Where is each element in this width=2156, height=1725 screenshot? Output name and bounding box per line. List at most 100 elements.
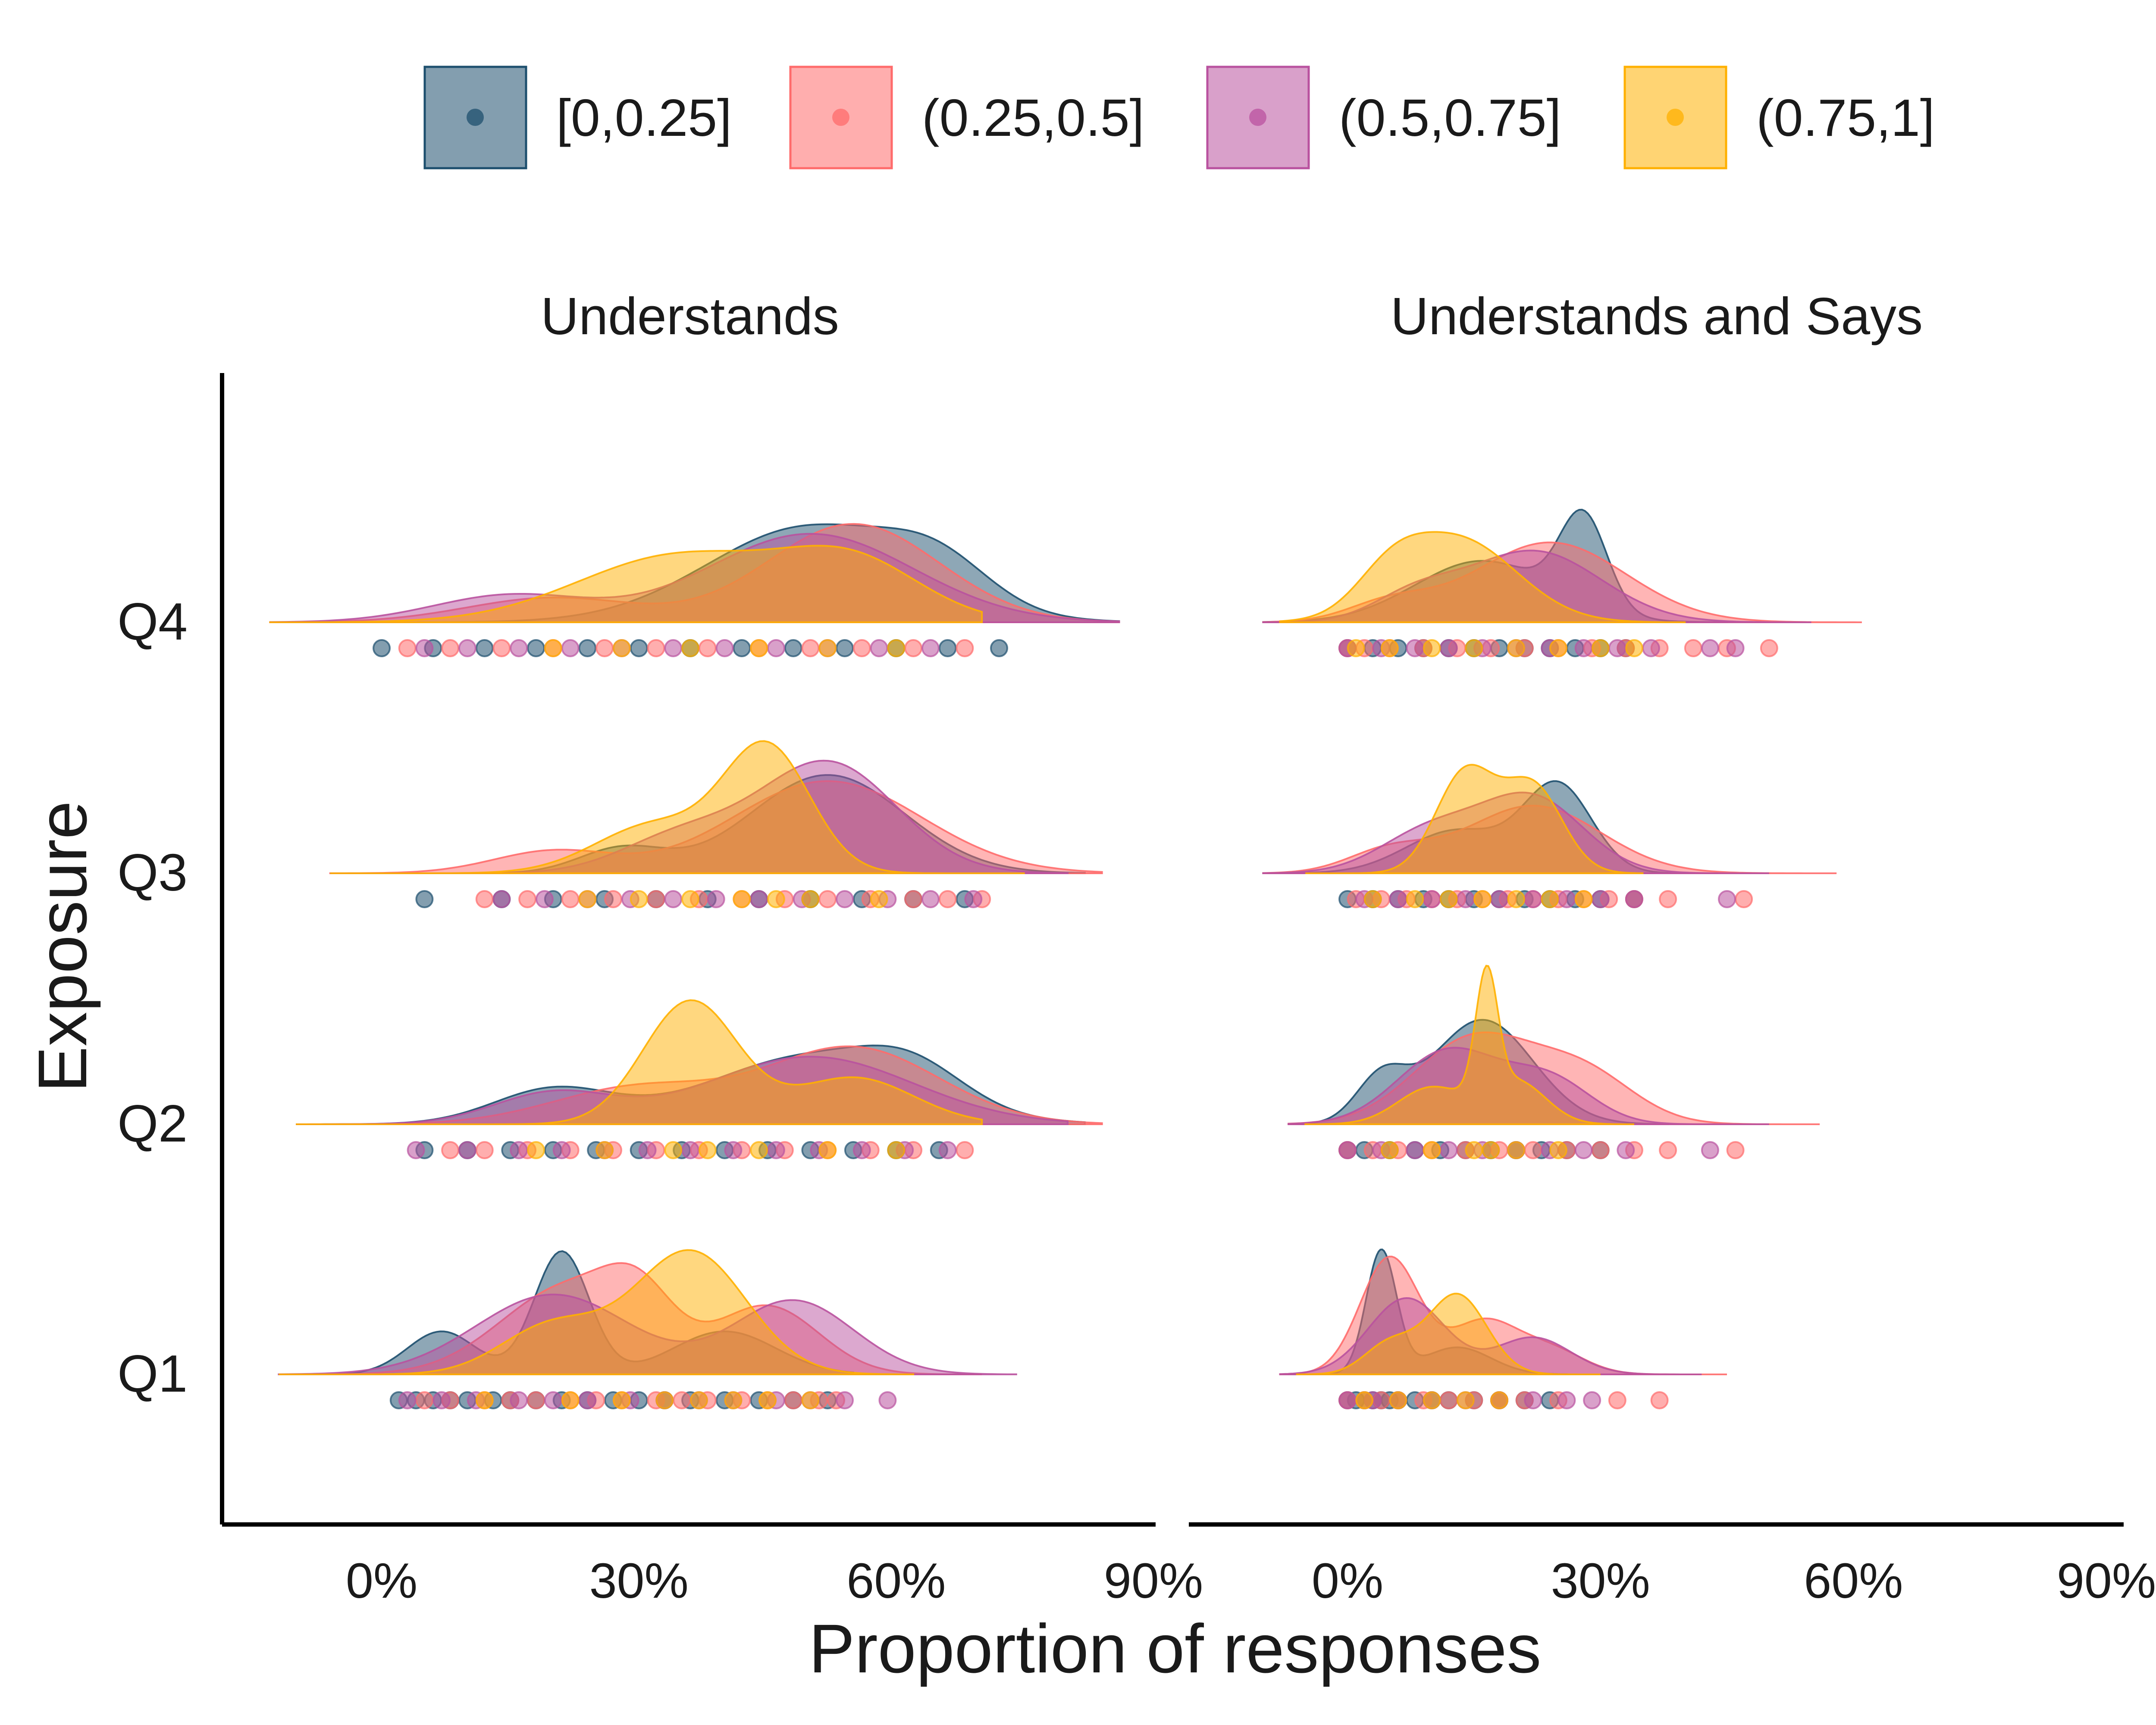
data-point [990, 639, 1008, 657]
data-point [1507, 1141, 1526, 1159]
ridge-row-q4 [1262, 508, 1862, 657]
data-point [836, 890, 854, 908]
data-point [1465, 1141, 1483, 1159]
legend-label: [0,0.25] [556, 88, 732, 147]
data-point [527, 1141, 545, 1159]
data-point [1574, 639, 1593, 657]
ridge-row-q3 [1262, 764, 1837, 908]
data-point [921, 890, 940, 908]
data-point [1726, 1141, 1745, 1159]
data-point [492, 890, 511, 908]
data-point [1423, 890, 1441, 908]
data-point [1355, 1391, 1374, 1409]
data-point [852, 1141, 871, 1159]
data-point [1524, 1391, 1542, 1409]
x-tick-label: 0% [1312, 1553, 1383, 1609]
facet-title: Understands [541, 287, 839, 345]
data-point [818, 1141, 837, 1159]
data-point [724, 1391, 743, 1409]
data-point [578, 1391, 597, 1409]
data-point [630, 639, 648, 657]
data-point [938, 639, 957, 657]
data-point [681, 1141, 699, 1159]
data-point [664, 639, 683, 657]
data-point [1423, 1141, 1441, 1159]
data-point [836, 639, 854, 657]
data-point [698, 639, 717, 657]
density-curve [269, 545, 983, 623]
data-point [475, 1141, 494, 1159]
x-tick-label: 90% [1104, 1553, 1203, 1609]
data-point [681, 639, 699, 657]
data-point [1524, 890, 1542, 908]
data-point [1465, 639, 1483, 657]
data-point [561, 890, 580, 908]
x-tick-label: 30% [1551, 1553, 1650, 1609]
data-point [733, 639, 751, 657]
data-point [1456, 890, 1475, 908]
data-point [475, 1391, 494, 1409]
data-point [673, 1391, 691, 1409]
data-point [458, 639, 476, 657]
data-point [878, 1391, 897, 1409]
data-point [887, 639, 906, 657]
density-curve [330, 740, 1025, 874]
density-curve [1305, 764, 1644, 874]
x-tick-label: 60% [1804, 1553, 1903, 1609]
data-point [664, 1141, 683, 1159]
data-point [1549, 1141, 1567, 1159]
data-point [373, 639, 391, 657]
data-point [527, 1391, 545, 1409]
data-point [1423, 639, 1441, 657]
data-point [1363, 890, 1382, 908]
data-point [938, 1141, 957, 1159]
data-point [415, 639, 434, 657]
data-point [578, 639, 597, 657]
data-point [510, 1141, 528, 1159]
data-point [535, 890, 554, 908]
x-tick-label: 30% [589, 1553, 689, 1609]
data-point [767, 639, 785, 657]
density-curve [279, 1249, 915, 1375]
data-point [1338, 1141, 1357, 1159]
data-point [1684, 639, 1702, 657]
data-point [904, 639, 923, 657]
panel-understands [269, 523, 1120, 1409]
y-tick-label: Q2 [117, 1094, 188, 1153]
data-point [475, 639, 494, 657]
panel-understands-and-says [1262, 508, 1862, 1409]
data-point [698, 1141, 717, 1159]
data-point [1659, 1141, 1677, 1159]
data-point [1541, 890, 1559, 908]
data-point [510, 1391, 528, 1409]
data-point [664, 890, 683, 908]
legend-label: (0.75,1] [1756, 88, 1935, 147]
data-point [1473, 890, 1492, 908]
data-point [1701, 639, 1719, 657]
y-tick-label: Q4 [117, 592, 188, 651]
data-point [1507, 639, 1526, 657]
data-point [510, 639, 528, 657]
ridge-row-q1 [1279, 1248, 1727, 1409]
data-point [750, 890, 768, 908]
legend-key-point [467, 109, 484, 126]
data-point [647, 890, 665, 908]
data-point [398, 1391, 417, 1409]
ridge-row-q4 [269, 523, 1120, 657]
data-point [612, 639, 631, 657]
data-point [561, 639, 580, 657]
data-point [458, 1141, 476, 1159]
tick-labels: 0% 30% 60% 90% 0% 30% 60% 90% Q1 Q2 Q3 Q4 [117, 592, 2156, 1609]
data-point [398, 639, 417, 657]
data-point [1591, 1141, 1610, 1159]
data-point [1456, 1391, 1475, 1409]
data-point [1642, 639, 1660, 657]
data-point [1406, 890, 1424, 908]
data-point [1389, 890, 1407, 908]
legend-label: (0.25,0.5] [922, 88, 1144, 147]
data-point [801, 890, 820, 908]
data-point [655, 1391, 674, 1409]
data-point [784, 639, 802, 657]
data-point [836, 1391, 854, 1409]
